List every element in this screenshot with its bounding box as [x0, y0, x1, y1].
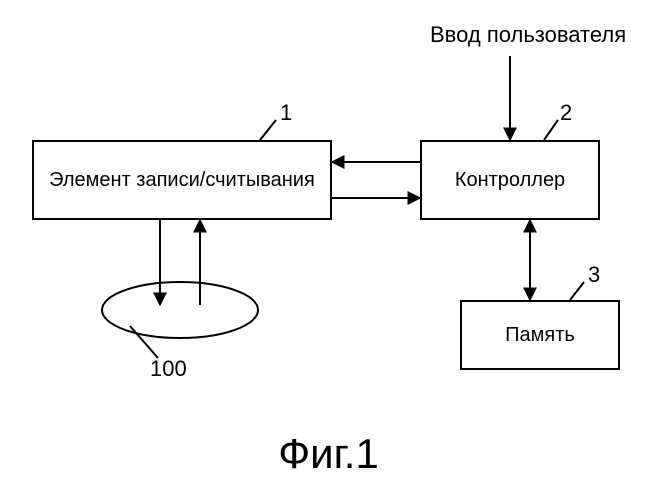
diagram-canvas: Ввод пользователя Элемент записи/считыва…	[0, 0, 657, 500]
edge-ref3-tick	[570, 282, 584, 300]
edge-ref1-tick	[260, 120, 276, 140]
ref-2: 2	[560, 100, 572, 126]
box-controller-text: Контроллер	[455, 169, 565, 192]
box-memory: Память	[460, 300, 620, 370]
ref-3: 3	[588, 262, 600, 288]
connector-layer	[0, 0, 657, 500]
box-controller: Контроллер	[420, 140, 600, 220]
box-read-write-text: Элемент записи/считывания	[49, 169, 315, 192]
edge-ref100-leader	[130, 326, 158, 358]
ref-1: 1	[280, 100, 292, 126]
edge-ref2-tick	[544, 120, 558, 140]
box-read-write: Элемент записи/считывания	[32, 140, 332, 220]
box-memory-text: Память	[505, 324, 575, 347]
figure-caption: Фиг.1	[0, 430, 657, 478]
disc-ellipse	[102, 282, 258, 338]
ref-100: 100	[150, 356, 187, 382]
user-input-label: Ввод пользователя	[430, 22, 626, 48]
